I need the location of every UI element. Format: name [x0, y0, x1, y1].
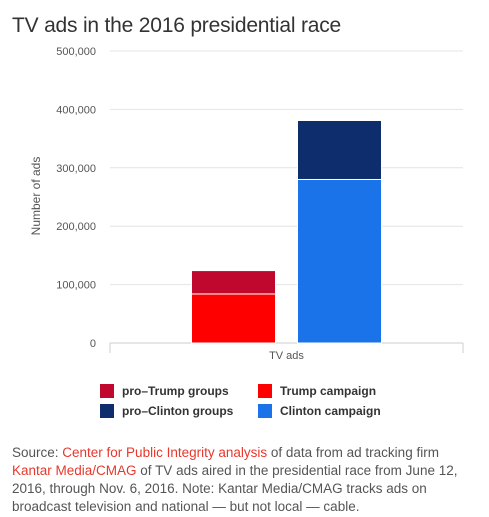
legend-swatch [100, 404, 114, 418]
bar-clinton-campaign[interactable] [297, 178, 382, 344]
legend-swatch [258, 404, 272, 418]
y-tick-label: 200,000 [56, 221, 96, 233]
y-tick-label: 0 [90, 338, 96, 350]
y-axis-label: Number of ads [29, 157, 43, 236]
legend-item[interactable]: Trump campaign [258, 384, 376, 398]
stacked-bar-chart: 0 100,000 200,000 300,000 400,000 500,000 TV … [29, 46, 464, 362]
source-note: Source: Center for Public Integrity anal… [12, 444, 480, 516]
legend-label: pro–Trump groups [122, 384, 229, 398]
x-category-label: TV ads [269, 350, 304, 362]
legend-swatch [100, 384, 114, 398]
legend-item[interactable]: Clinton campaign [258, 404, 381, 418]
source-prefix: Source: [12, 445, 63, 460]
legend-item[interactable]: pro–Clinton groups [100, 404, 233, 418]
y-tick-label: 500,000 [56, 46, 96, 58]
legend-label: Clinton campaign [280, 404, 381, 418]
y-tick-label: 400,000 [56, 104, 96, 116]
chart-title: TV ads in the 2016 presidential race [12, 14, 342, 37]
source-link-cpi[interactable]: Center for Public Integrity analysis [62, 445, 268, 460]
source-text-2: of TV ads aired in the presidential race… [12, 463, 458, 514]
y-tick-label: 300,000 [56, 163, 96, 175]
legend-label: pro–Clinton groups [122, 404, 234, 418]
bar-trump-campaign[interactable] [191, 293, 276, 344]
source-link-kantar[interactable]: Kantar Media/CMAG [12, 463, 137, 478]
legend-item[interactable]: pro–Trump groups [100, 384, 229, 398]
y-tick-label: 100,000 [56, 280, 96, 292]
bar-pro-trump-groups[interactable] [191, 270, 276, 295]
source-text-1: of data from ad tracking firm [267, 445, 439, 460]
legend-swatch [258, 384, 272, 398]
bar-pro-clinton-groups[interactable] [297, 119, 382, 180]
legend-label: Trump campaign [280, 384, 377, 398]
